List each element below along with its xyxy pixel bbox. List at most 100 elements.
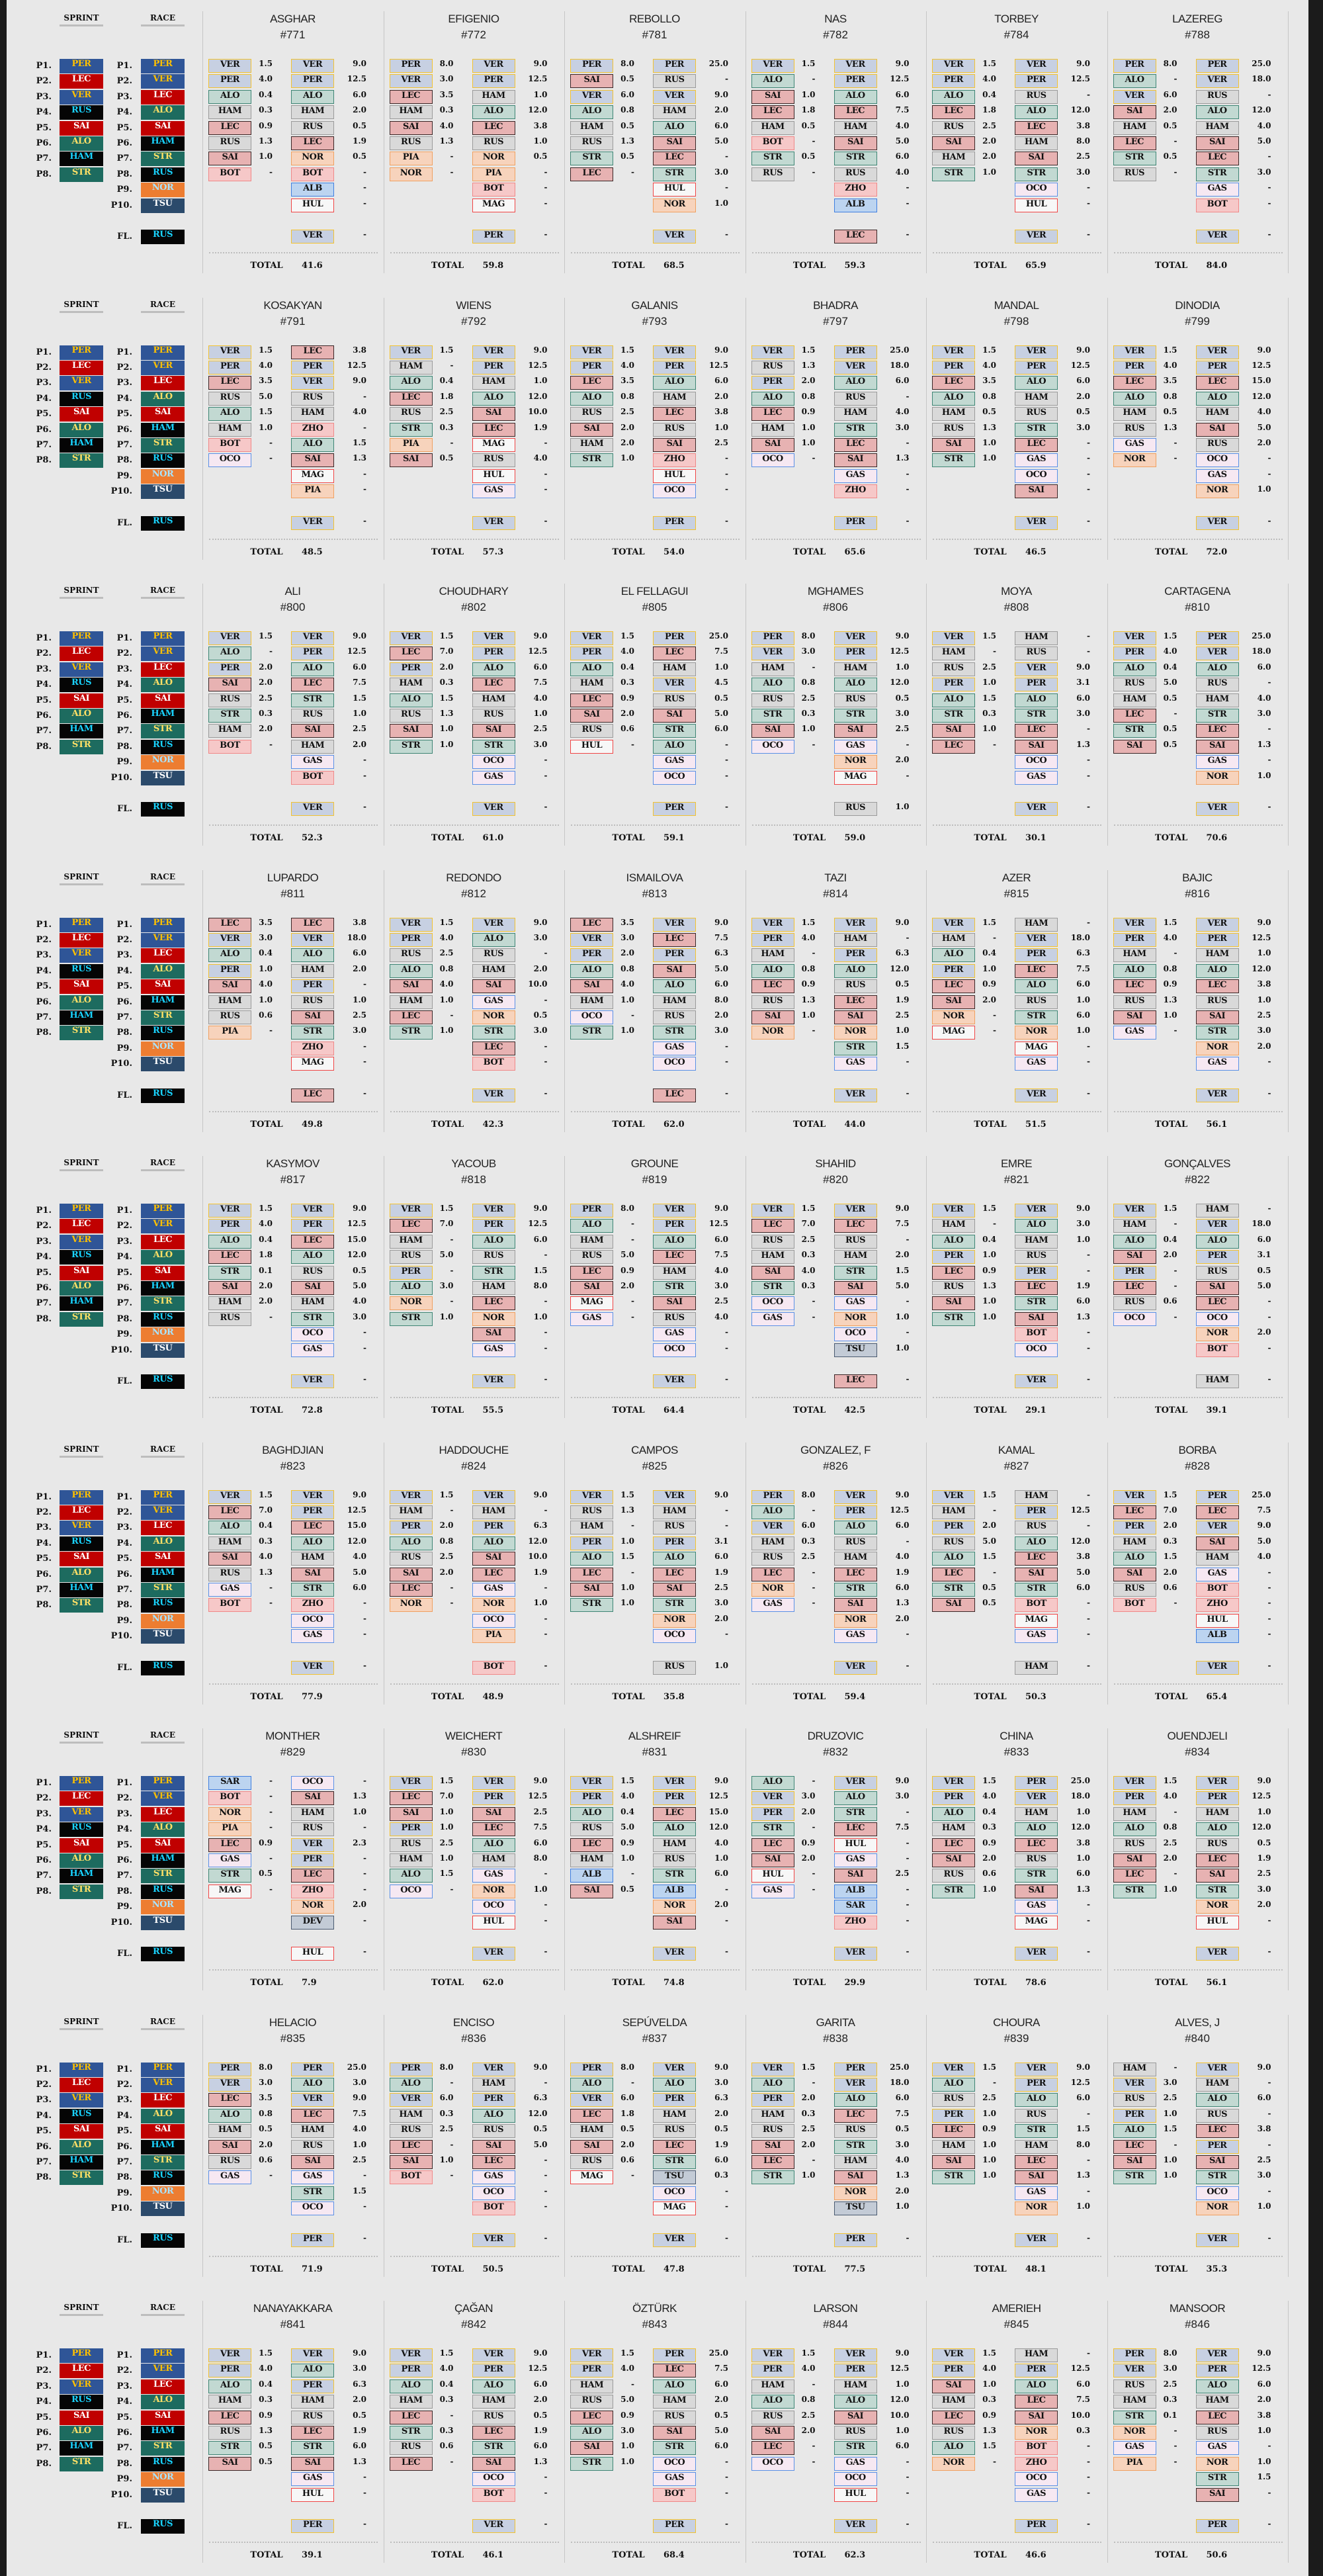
leaderboard-row: SPRINT RACE P1. PER P2. LEC P3. VER P4. RUS P5. SAI…	[0, 572, 1323, 858]
race-pick-driver: NOR	[1015, 2426, 1058, 2440]
race-pick-driver: OCO	[291, 1613, 334, 1628]
sprint-pick-points: 3.0	[1163, 2077, 1177, 2087]
race-pick-points: 1.3	[353, 1791, 366, 1801]
race-pick-driver: STR	[653, 724, 696, 738]
sprint-pick-driver: ALO	[208, 1521, 251, 1535]
race-pick-points: 1.0	[895, 2201, 910, 2211]
column-divider	[564, 297, 565, 560]
sprint-result-driver: LEC	[60, 1219, 103, 1234]
race-pick-points: 0.5	[714, 693, 728, 703]
player-card: YACOUB #818 VER 1.5 LEC 7.0 HAM - RUS 5.0 PER - ALO 3…	[384, 1145, 564, 1431]
sprint-pick-points: -	[450, 1884, 454, 1894]
sprint-pick-points: 7.0	[801, 1219, 816, 1229]
race-position-label: P2.	[116, 1793, 132, 1804]
player-card: ASGHAR #771 VER 1.5 PER 4.0 ALO 0.4 HAM 0.3 LEC 0.9…	[202, 0, 383, 286]
total-label: TOTAL	[431, 261, 464, 271]
fastest-lap-pick-driver: VER	[1015, 1947, 1058, 1961]
column-divider	[1288, 2014, 1289, 2277]
sprint-pick-driver: PER	[1113, 1265, 1156, 1280]
race-position-label: P9.	[116, 1043, 132, 1053]
sprint-pick-driver: LEC	[932, 2410, 975, 2424]
race-result-driver: LEC	[141, 376, 185, 391]
total-score: 50.6	[1206, 2550, 1228, 2560]
race-pick-points: 3.8	[1076, 120, 1090, 130]
sprint-pick-points: 2.5	[259, 693, 273, 703]
race-pick-points: 0.5	[533, 1010, 548, 1020]
column-divider	[1107, 297, 1108, 560]
sprint-pick-points: 0.8	[1163, 1822, 1177, 1832]
race-position-label: P9.	[116, 2188, 132, 2198]
sprint-pick-driver: ALO	[1113, 2124, 1156, 2139]
sprint-pick-points: 1.5	[982, 345, 996, 355]
sprint-pick-driver: SAI	[208, 2456, 251, 2471]
race-pick-points: 6.0	[1257, 662, 1271, 672]
total-label: TOTAL	[792, 1405, 826, 1415]
race-pick-points: -	[1267, 468, 1271, 478]
race-result-driver: RUS	[141, 1598, 185, 1613]
race-pick-driver: STR	[833, 2139, 877, 2154]
race-pick-points: 6.0	[353, 89, 366, 99]
race-position-label: P1.	[116, 633, 132, 643]
race-pick-points: 7.5	[533, 678, 548, 688]
sprint-pick-driver: ALO	[389, 963, 433, 978]
sprint-pick-points: 2.0	[259, 2139, 273, 2149]
race-pick-driver: GAS	[833, 1296, 877, 1311]
sprint-pick-driver: LEC	[932, 2124, 975, 2139]
sprint-pick-points: -	[631, 2170, 634, 2180]
total-label: TOTAL	[431, 1978, 464, 1988]
race-pick-points: -	[725, 1884, 728, 1894]
sprint-result-driver: ALO	[60, 1281, 103, 1296]
race-position-label: P7.	[116, 2156, 132, 2167]
race-pick-driver: GAS	[472, 995, 515, 1009]
race-pick-points: -	[1267, 1311, 1271, 1321]
column-divider	[202, 297, 203, 560]
race-pick-driver: BOT	[1015, 2441, 1058, 2456]
race-pick-driver: HAM	[1015, 917, 1058, 932]
race-pick-points: 6.0	[353, 2441, 366, 2451]
race-pick-driver: LEC	[1015, 1281, 1058, 1295]
player-card: EL FELLAGUI #805 VER 1.5 PER 4.0 ALO 0.4 HAM 0.3 L…	[564, 572, 745, 858]
sprint-pick-driver: SAI	[389, 120, 433, 135]
race-pick-points: 10.0	[528, 979, 548, 989]
sprint-pick-points: 6.0	[620, 2093, 634, 2103]
race-position-label: P6.	[116, 138, 132, 148]
sprint-pick-points: 1.0	[982, 2108, 996, 2118]
race-position-label: P4.	[116, 680, 132, 690]
race-pick-driver: PIA	[291, 484, 334, 499]
race-pick-points: 1.0	[353, 995, 366, 1004]
race-pick-points: 1.0	[714, 1853, 728, 1863]
race-pick-points: -	[544, 484, 548, 494]
sprint-pick-points: 1.0	[982, 1884, 996, 1894]
sprint-pick-driver: LEC	[389, 2456, 433, 2471]
sprint-pick-points: 0.9	[982, 1838, 996, 1847]
race-pick-points: 12.5	[890, 1505, 910, 1515]
sprint-pick-driver: ALO	[751, 678, 794, 692]
fastest-lap-pick-points: -	[363, 1088, 366, 1098]
sprint-pick-driver: MAG	[932, 1026, 975, 1040]
player-number: #838	[823, 2031, 848, 2045]
race-pick-driver: VER	[472, 1776, 515, 1790]
sprint-pick-points: 0.8	[801, 678, 816, 688]
sprint-pick-driver: STR	[1113, 724, 1156, 738]
sprint-pick-points: 0.3	[439, 2426, 454, 2435]
sprint-pick-points: 1.5	[439, 1204, 454, 1213]
player-name: DRUZOVIC	[807, 1730, 864, 1742]
sprint-pick-driver: NOR	[932, 2456, 975, 2471]
race-pick-points: 2.5	[714, 437, 728, 447]
column-divider	[202, 1442, 203, 1705]
race-pick-driver: RUS	[1195, 1838, 1239, 1852]
race-pick-points: 3.0	[895, 422, 910, 432]
race-position-label: P2.	[116, 2366, 132, 2376]
race-pick-points: 1.0	[1257, 770, 1271, 780]
fastest-lap-pick-points: 1.0	[895, 802, 910, 811]
column-divider	[1288, 1442, 1289, 1705]
column-divider	[926, 11, 927, 273]
sprint-pick-driver: STR	[389, 2426, 433, 2440]
fastest-lap-pick-points: -	[1087, 515, 1090, 525]
fastest-lap-pick-points: -	[363, 230, 366, 239]
sprint-pick-driver: LEC	[1113, 1281, 1156, 1295]
sprint-pick-points: 6.0	[1163, 89, 1177, 99]
column-divider	[926, 297, 927, 560]
sprint-pick-points: 1.5	[620, 2348, 634, 2358]
sprint-result-driver: VER	[60, 1234, 103, 1249]
